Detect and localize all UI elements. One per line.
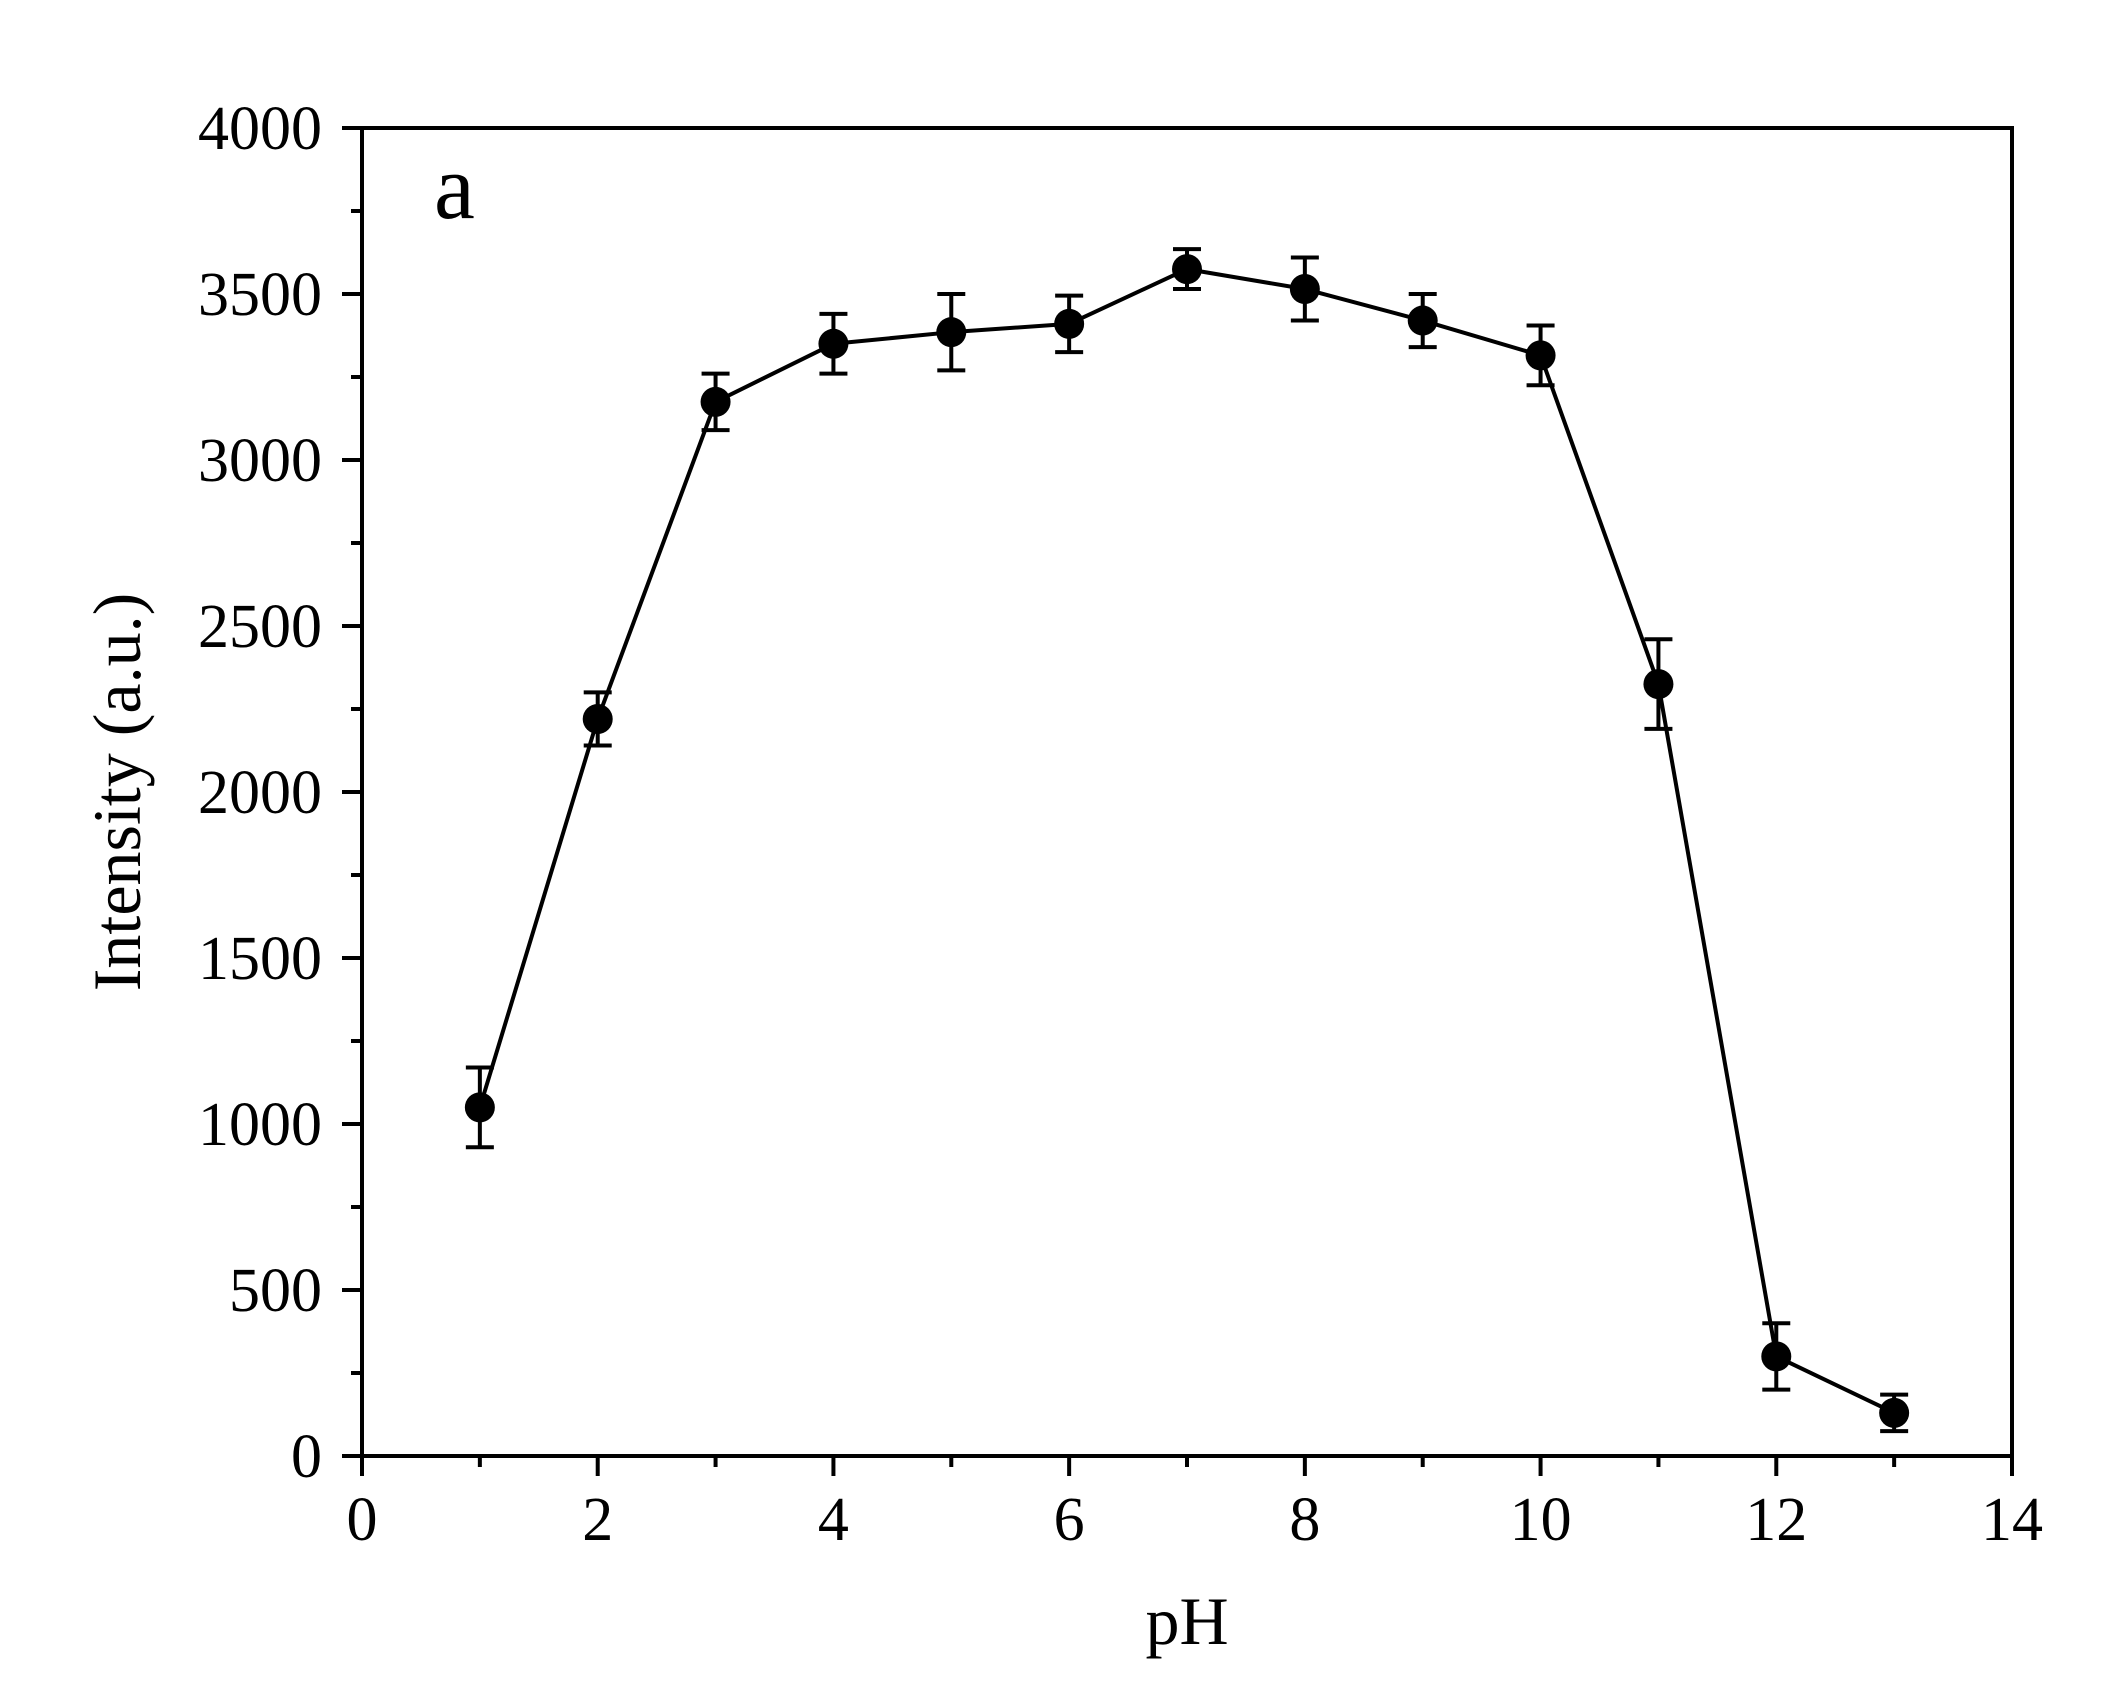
y-tick-label: 3000 (198, 427, 322, 495)
data-point (1879, 1397, 1910, 1428)
axis-ticks (342, 126, 2014, 1476)
data-series (464, 247, 1910, 1434)
y-tick-label: 2000 (198, 759, 322, 827)
panel-label: a (434, 136, 475, 238)
y-tick-label: 1000 (198, 1091, 322, 1159)
data-point (700, 386, 731, 417)
axis-tick-labels: 0 2 4 6 8 10 12 14 0 500 1000 1500 2000 2500 3000 3500 4… (198, 95, 2043, 1554)
x-tick-label: 12 (1745, 1486, 1807, 1554)
data-point (818, 328, 849, 359)
x-tick-label: 4 (818, 1486, 849, 1554)
y-tick-label: 500 (229, 1257, 322, 1325)
x-axis-title: pH (1145, 1583, 1228, 1659)
x-tick-label: 6 (1054, 1486, 1085, 1554)
y-tick-label: 4000 (198, 95, 322, 163)
plot-frame (360, 126, 2014, 1458)
x-tick-label: 14 (1981, 1486, 2043, 1554)
data-point (582, 703, 613, 734)
data-point (1054, 308, 1085, 339)
y-tick-label: 3500 (198, 261, 322, 329)
data-point (1172, 254, 1202, 285)
data-point (1761, 1341, 1792, 1372)
data-point (1289, 274, 1320, 305)
data-point (1407, 305, 1438, 336)
x-tick-label: 8 (1289, 1486, 1320, 1554)
data-point (464, 1092, 495, 1123)
x-tick-label: 10 (1510, 1486, 1572, 1554)
y-axis-title: Intensity (a.u.) (79, 593, 155, 991)
x-tick-label: 2 (582, 1486, 613, 1554)
y-tick-label: 0 (291, 1423, 322, 1491)
y-tick-label: 2500 (198, 593, 322, 661)
data-point (1643, 669, 1674, 700)
data-point (1525, 340, 1556, 371)
data-point (936, 317, 967, 348)
x-tick-label: 0 (347, 1486, 378, 1554)
y-tick-label: 1500 (198, 925, 322, 993)
